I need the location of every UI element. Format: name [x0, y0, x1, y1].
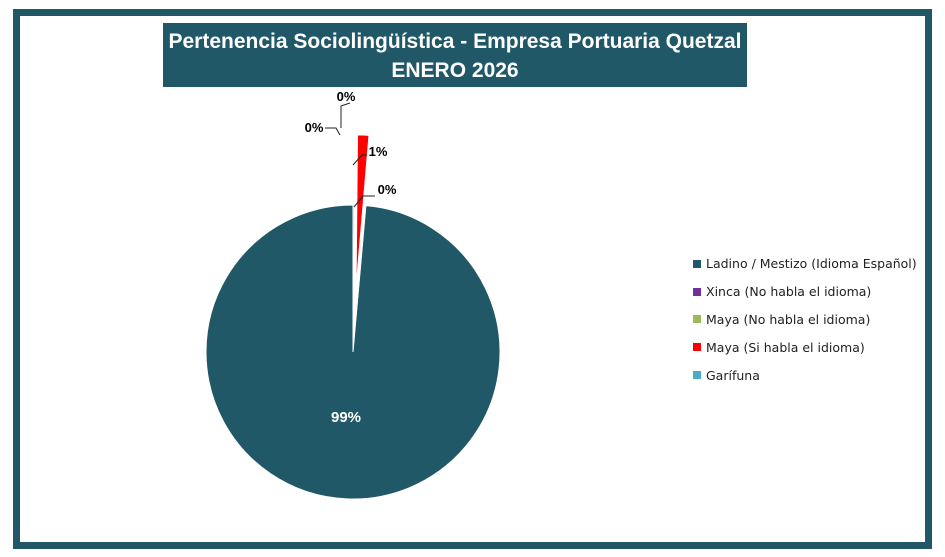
leader-line-3 [325, 127, 341, 136]
legend-swatch-3 [693, 315, 701, 324]
legend-label-4: Maya (Si habla el idioma) [706, 339, 865, 355]
chart-title-box: Pertenencia Sociolingüística - Empresa P… [163, 23, 747, 87]
leader-line-2 [340, 102, 351, 128]
leader-line-4 [352, 154, 367, 166]
legend-swatch-5 [693, 371, 701, 380]
legend-label-5: Garífuna [706, 367, 760, 383]
data-label-4: 1% [369, 144, 388, 159]
legend-label-3: Maya (No habla el idioma) [706, 311, 871, 327]
legend-item-2: Xinca (No habla el idioma) [693, 278, 917, 306]
legend-item-5: Garífuna [693, 361, 917, 389]
legend-item-1: Ladino / Mestizo (Idioma Español) [693, 250, 917, 278]
pie-slice-3 [352, 204, 355, 353]
chart-legend: Ladino / Mestizo (Idioma Español) Xinca (… [693, 250, 917, 389]
legend-label-1: Ladino / Mestizo (Idioma Español) [706, 256, 917, 272]
legend-label-2: Xinca (No habla el idioma) [706, 284, 872, 300]
legend-swatch-2 [693, 287, 701, 296]
chart-title: Pertenencia Sociolingüística - Empresa P… [168, 30, 742, 53]
data-label-2: 0% [337, 89, 356, 104]
data-label-3: 0% [305, 120, 324, 135]
pie-slice-5 [352, 205, 367, 353]
leader-line-5 [353, 195, 375, 208]
pie-slice-4 [355, 134, 370, 283]
data-label-5: 0% [378, 182, 397, 197]
legend-item-3: Maya (No habla el idioma) [693, 306, 917, 334]
legend-item-4: Maya (Si habla el idioma) [693, 333, 917, 361]
data-label-1: 99% [331, 409, 361, 426]
chart-subtitle: ENERO 2026 [391, 59, 519, 82]
legend-swatch-1 [693, 259, 701, 268]
legend-swatch-4 [693, 343, 701, 352]
